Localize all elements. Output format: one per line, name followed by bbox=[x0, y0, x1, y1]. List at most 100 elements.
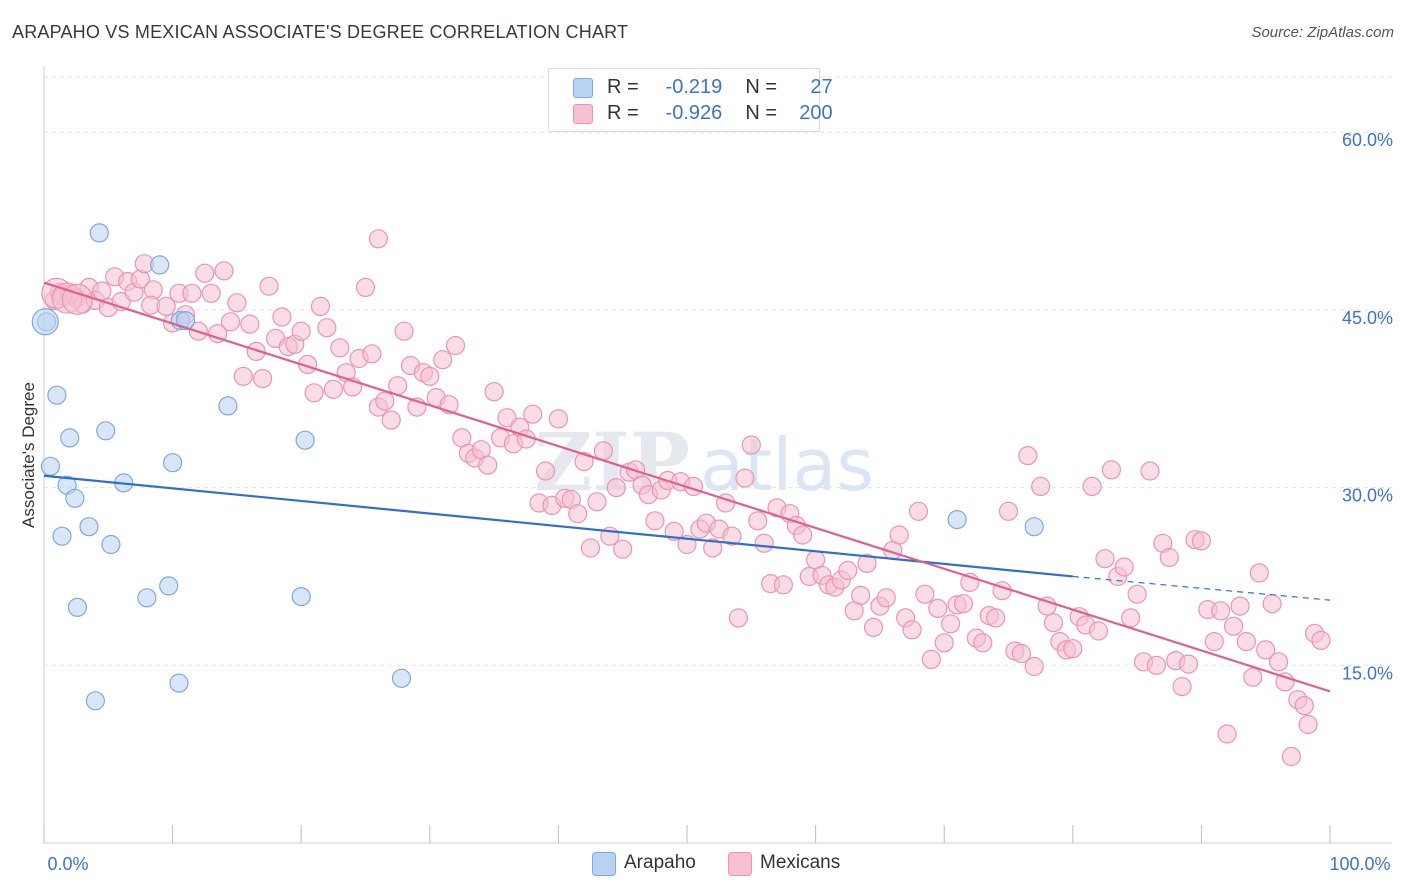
mexicans-point-128 bbox=[857, 553, 877, 574]
arapaho-point-13 bbox=[137, 588, 157, 608]
arapaho-point-6 bbox=[65, 488, 85, 508]
mexicans-point-31 bbox=[240, 314, 260, 334]
y-tick-label-0: 15.0% bbox=[1342, 663, 1393, 683]
mexicans-point-50 bbox=[362, 344, 382, 364]
arapaho-n-value: 27 bbox=[810, 76, 833, 98]
mexicans-point-87 bbox=[593, 441, 614, 461]
mexicans-legend-swatch bbox=[728, 852, 752, 876]
mexicans-point-143 bbox=[953, 594, 974, 614]
chart-title: ARAPAHO VS MEXICAN ASSOCIATE'S DEGREE CO… bbox=[12, 22, 629, 42]
mexicans-point-84 bbox=[574, 452, 594, 472]
mexicans-point-185 bbox=[1223, 616, 1244, 636]
arapaho-point-26 bbox=[1024, 517, 1044, 537]
legend-n-label: N = bbox=[745, 76, 778, 98]
mexicans-point-18 bbox=[156, 296, 176, 316]
mexicans-point-125 bbox=[838, 560, 858, 581]
x-tick-label-max: 100.0% bbox=[1329, 854, 1390, 874]
arapaho-point-5 bbox=[60, 428, 80, 448]
mexicans-point-138 bbox=[921, 649, 941, 670]
mexicans-point-39 bbox=[291, 321, 311, 341]
legend-r-label: R = bbox=[607, 76, 639, 98]
arapaho-point-7 bbox=[67, 597, 88, 617]
mexicans-point-62 bbox=[433, 350, 453, 370]
mexicans-point-43 bbox=[317, 318, 337, 338]
mexicans-n-value: 200 bbox=[799, 102, 833, 124]
mexicans-point-53 bbox=[368, 229, 388, 249]
mexicans-point-30 bbox=[233, 366, 253, 386]
arapaho-point-16 bbox=[163, 453, 183, 473]
mexicans-point-32 bbox=[246, 341, 266, 361]
mexicans-point-155 bbox=[1031, 476, 1051, 496]
mexicans-point-160 bbox=[1063, 639, 1083, 659]
mexicans-point-199 bbox=[1311, 630, 1331, 651]
mexicans-point-33 bbox=[253, 369, 273, 389]
mexicans-point-52 bbox=[375, 391, 395, 411]
arapaho-point-11 bbox=[101, 534, 121, 555]
mexicans-point-29 bbox=[227, 293, 247, 313]
mexicans-point-90 bbox=[613, 539, 633, 559]
mexicans-point-45 bbox=[330, 338, 350, 358]
mexicans-point-133 bbox=[889, 525, 909, 545]
mexicans-point-49 bbox=[355, 277, 376, 297]
mexicans-point-164 bbox=[1088, 621, 1109, 641]
arapaho-trend-extension bbox=[1072, 575, 1331, 601]
mexicans-point-60 bbox=[420, 366, 440, 386]
mexicans-point-194 bbox=[1281, 746, 1302, 767]
mexicans-points bbox=[41, 229, 1331, 767]
mexicans-point-54 bbox=[381, 410, 401, 430]
mexicans-r-value: -0.926 bbox=[665, 102, 723, 124]
x-tick-labels: 0.0% 100.0% bbox=[47, 854, 1390, 874]
mexicans-legend-label: Mexicans bbox=[760, 852, 841, 873]
mexicans-point-150 bbox=[998, 501, 1019, 521]
arapaho-cluster-point bbox=[31, 308, 59, 336]
mexicans-point-163 bbox=[1082, 476, 1102, 496]
arapaho-point-25 bbox=[947, 509, 967, 530]
mexicans-point-187 bbox=[1236, 631, 1257, 652]
mexicans-point-152 bbox=[1011, 643, 1032, 664]
mexicans-point-112 bbox=[754, 533, 774, 553]
mexicans-point-192 bbox=[1268, 652, 1289, 672]
arapaho-point-15 bbox=[159, 576, 179, 596]
y-tick-label-1: 30.0% bbox=[1342, 486, 1393, 506]
arapaho-point-24 bbox=[391, 668, 412, 688]
y-tick-label-2: 45.0% bbox=[1342, 308, 1393, 328]
mexicans-point-44 bbox=[323, 379, 343, 399]
mexicans-point-95 bbox=[645, 511, 665, 531]
mexicans-point-169 bbox=[1121, 608, 1141, 628]
arapaho-point-3 bbox=[52, 526, 72, 546]
arapaho-point-8 bbox=[79, 517, 99, 537]
mexicans-point-165 bbox=[1095, 549, 1115, 569]
arapaho-point-21 bbox=[218, 396, 238, 416]
mexicans-point-191 bbox=[1262, 594, 1282, 614]
mexicans-point-175 bbox=[1159, 547, 1179, 568]
mexicans-point-22 bbox=[182, 283, 202, 303]
mexicans-point-26 bbox=[208, 324, 228, 344]
mexicans-point-197 bbox=[1298, 714, 1318, 735]
arapaho-point-20 bbox=[89, 223, 109, 243]
mexicans-point-139 bbox=[928, 598, 948, 619]
mexicans-point-153 bbox=[1018, 446, 1038, 466]
mexicans-point-146 bbox=[973, 633, 993, 653]
y-axis-label: Associate's Degree bbox=[19, 382, 38, 528]
mexicans-point-190 bbox=[1256, 640, 1276, 660]
mexicans-point-56 bbox=[394, 321, 414, 341]
mexicans-point-118 bbox=[793, 525, 813, 545]
correlation-legend: R = -0.219 N = 27 R = -0.926 N = 200 bbox=[548, 68, 833, 132]
mexicans-point-188 bbox=[1243, 667, 1263, 687]
mexicans-point-27 bbox=[214, 261, 234, 281]
mexicans-point-89 bbox=[606, 478, 626, 498]
mexicans-point-177 bbox=[1172, 676, 1192, 697]
mexicans-point-196 bbox=[1294, 695, 1314, 716]
arapaho-point-14 bbox=[150, 255, 170, 275]
mexicans-point-85 bbox=[580, 538, 601, 558]
legend-r-label: R = bbox=[607, 102, 639, 124]
mexicans-point-83 bbox=[568, 504, 588, 524]
mexicans-point-111 bbox=[748, 511, 768, 531]
watermark-atlas: atlas bbox=[700, 423, 874, 507]
mexicans-point-78 bbox=[535, 461, 556, 481]
mexicans-point-64 bbox=[445, 335, 466, 356]
mexicans-point-108 bbox=[728, 608, 749, 628]
arapaho-point-2 bbox=[47, 385, 67, 405]
mexicans-point-109 bbox=[735, 468, 755, 488]
mexicans-point-115 bbox=[773, 575, 794, 595]
